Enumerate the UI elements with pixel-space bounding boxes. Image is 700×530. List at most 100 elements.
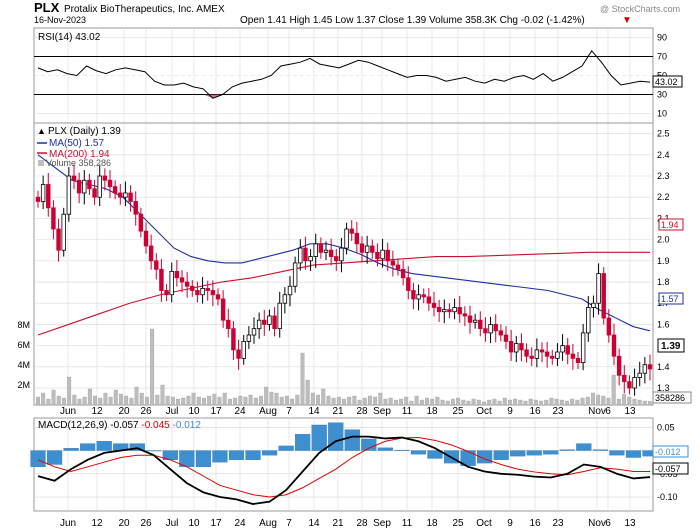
x-axis-middle: Jun 12 20 26 Jul 10 17 24 Aug 7 14 21 28 Sep 11 18 25 Oct… bbox=[60, 406, 636, 417]
candle-body bbox=[647, 364, 653, 370]
price-tick-label: 1.4 bbox=[657, 362, 670, 372]
volume-bar bbox=[51, 389, 56, 406]
volume-bar bbox=[549, 397, 554, 406]
volume-bar bbox=[601, 395, 606, 406]
macd-hist-bar bbox=[295, 434, 311, 451]
volume-bar bbox=[616, 398, 621, 406]
candle-body bbox=[570, 353, 576, 359]
macd-hist-bar bbox=[344, 429, 360, 451]
candle-body bbox=[555, 351, 560, 359]
volume-value-tag bbox=[652, 391, 692, 404]
candle-body bbox=[92, 188, 97, 198]
volume-bar bbox=[502, 397, 507, 406]
candle-body bbox=[575, 357, 581, 363]
price-tick-label: 2.5 bbox=[657, 129, 670, 139]
volume-bar bbox=[378, 392, 383, 406]
x-tick-label: 9 bbox=[507, 518, 513, 529]
macd-hist-bar bbox=[592, 449, 608, 451]
volume-bar bbox=[264, 386, 269, 406]
candle-body bbox=[385, 249, 390, 262]
candle-body bbox=[442, 309, 447, 313]
volume-bar bbox=[243, 396, 248, 406]
candle-body bbox=[390, 260, 396, 266]
candle-body bbox=[282, 294, 288, 304]
ma200-value-tag bbox=[658, 218, 684, 231]
volume-bar bbox=[430, 398, 435, 406]
macd-hist-bar bbox=[30, 450, 46, 467]
candle-body bbox=[123, 192, 128, 198]
volume-bar bbox=[67, 376, 72, 406]
volume-bar bbox=[565, 400, 569, 406]
macd-panel: 0.050.00-0.05-0.10 MACD(12,26,9) -0.057 … bbox=[30, 417, 689, 512]
x-tick-label: 28 bbox=[356, 518, 368, 529]
macd-hist-bar bbox=[361, 438, 377, 451]
volume-bar bbox=[253, 397, 258, 406]
price-tick-label: 1.6 bbox=[657, 319, 670, 329]
candle-body bbox=[262, 319, 267, 325]
candle-body bbox=[452, 307, 457, 313]
macd-frame bbox=[33, 417, 654, 512]
volume-bar bbox=[590, 392, 595, 406]
candle-body bbox=[457, 307, 462, 315]
volume-bar bbox=[347, 396, 352, 406]
x-tick-label: 21 bbox=[332, 406, 344, 417]
macd-tick-label: -0.10 bbox=[657, 492, 678, 502]
x-tick-label: 26 bbox=[140, 406, 152, 417]
volume-bar bbox=[290, 398, 295, 406]
candle-body bbox=[606, 317, 612, 336]
volume-bar bbox=[300, 352, 305, 406]
volume-bar bbox=[233, 397, 238, 406]
volume-bar bbox=[98, 397, 103, 406]
x-tick-label: 6 bbox=[605, 406, 611, 417]
price-frame bbox=[33, 122, 654, 406]
volume-bar bbox=[637, 399, 642, 406]
candle-body bbox=[61, 213, 66, 251]
x-tick-label: 18 bbox=[426, 518, 438, 529]
candle-body bbox=[519, 343, 524, 351]
candle-body bbox=[364, 245, 370, 253]
x-tick-label: 20 bbox=[118, 518, 130, 529]
volume-bar bbox=[191, 392, 196, 406]
candle-body bbox=[184, 281, 190, 287]
candle-body bbox=[303, 247, 308, 262]
candle-body bbox=[231, 328, 236, 351]
x-tick-label: 23 bbox=[552, 518, 564, 529]
candle-body bbox=[493, 324, 498, 332]
x-tick-label: 18 bbox=[426, 406, 438, 417]
macd-hist-bar bbox=[394, 449, 410, 451]
candle-body bbox=[524, 349, 529, 357]
rsi-line bbox=[37, 49, 651, 99]
candle-body bbox=[498, 330, 504, 336]
x-tick-label: 28 bbox=[356, 406, 368, 417]
x-tick-label: 13 bbox=[624, 406, 636, 417]
x-tick-label: 12 bbox=[91, 406, 103, 417]
x-tick-label: Nov bbox=[588, 518, 606, 529]
volume-tick-label: 4M bbox=[17, 360, 30, 370]
candle-body bbox=[107, 179, 113, 188]
volume-bar bbox=[108, 396, 113, 406]
volume-bar bbox=[383, 398, 388, 406]
macd-hist-bar bbox=[278, 445, 294, 451]
volume-bar bbox=[269, 391, 274, 406]
candle-body bbox=[87, 179, 92, 190]
candle-body bbox=[40, 184, 46, 202]
candle-body bbox=[277, 302, 282, 330]
volume-bar bbox=[425, 397, 429, 406]
candle-body bbox=[586, 307, 591, 334]
candle-body bbox=[431, 302, 437, 308]
x-tick-label: Nov bbox=[588, 406, 606, 417]
x-tick-label: 25 bbox=[452, 406, 464, 417]
macd-hist-bar bbox=[129, 443, 145, 451]
candle-body bbox=[395, 264, 401, 270]
volume-bar bbox=[632, 398, 637, 406]
volume-bar bbox=[113, 389, 118, 406]
volume-bar bbox=[316, 394, 321, 406]
candle-body bbox=[138, 213, 144, 232]
volume-bar bbox=[518, 399, 523, 406]
price-tick-label: 1.9 bbox=[657, 256, 670, 266]
candle-body bbox=[539, 349, 545, 353]
volume-bar bbox=[622, 393, 627, 406]
volume-bar bbox=[217, 396, 222, 406]
candle-body bbox=[503, 334, 509, 342]
